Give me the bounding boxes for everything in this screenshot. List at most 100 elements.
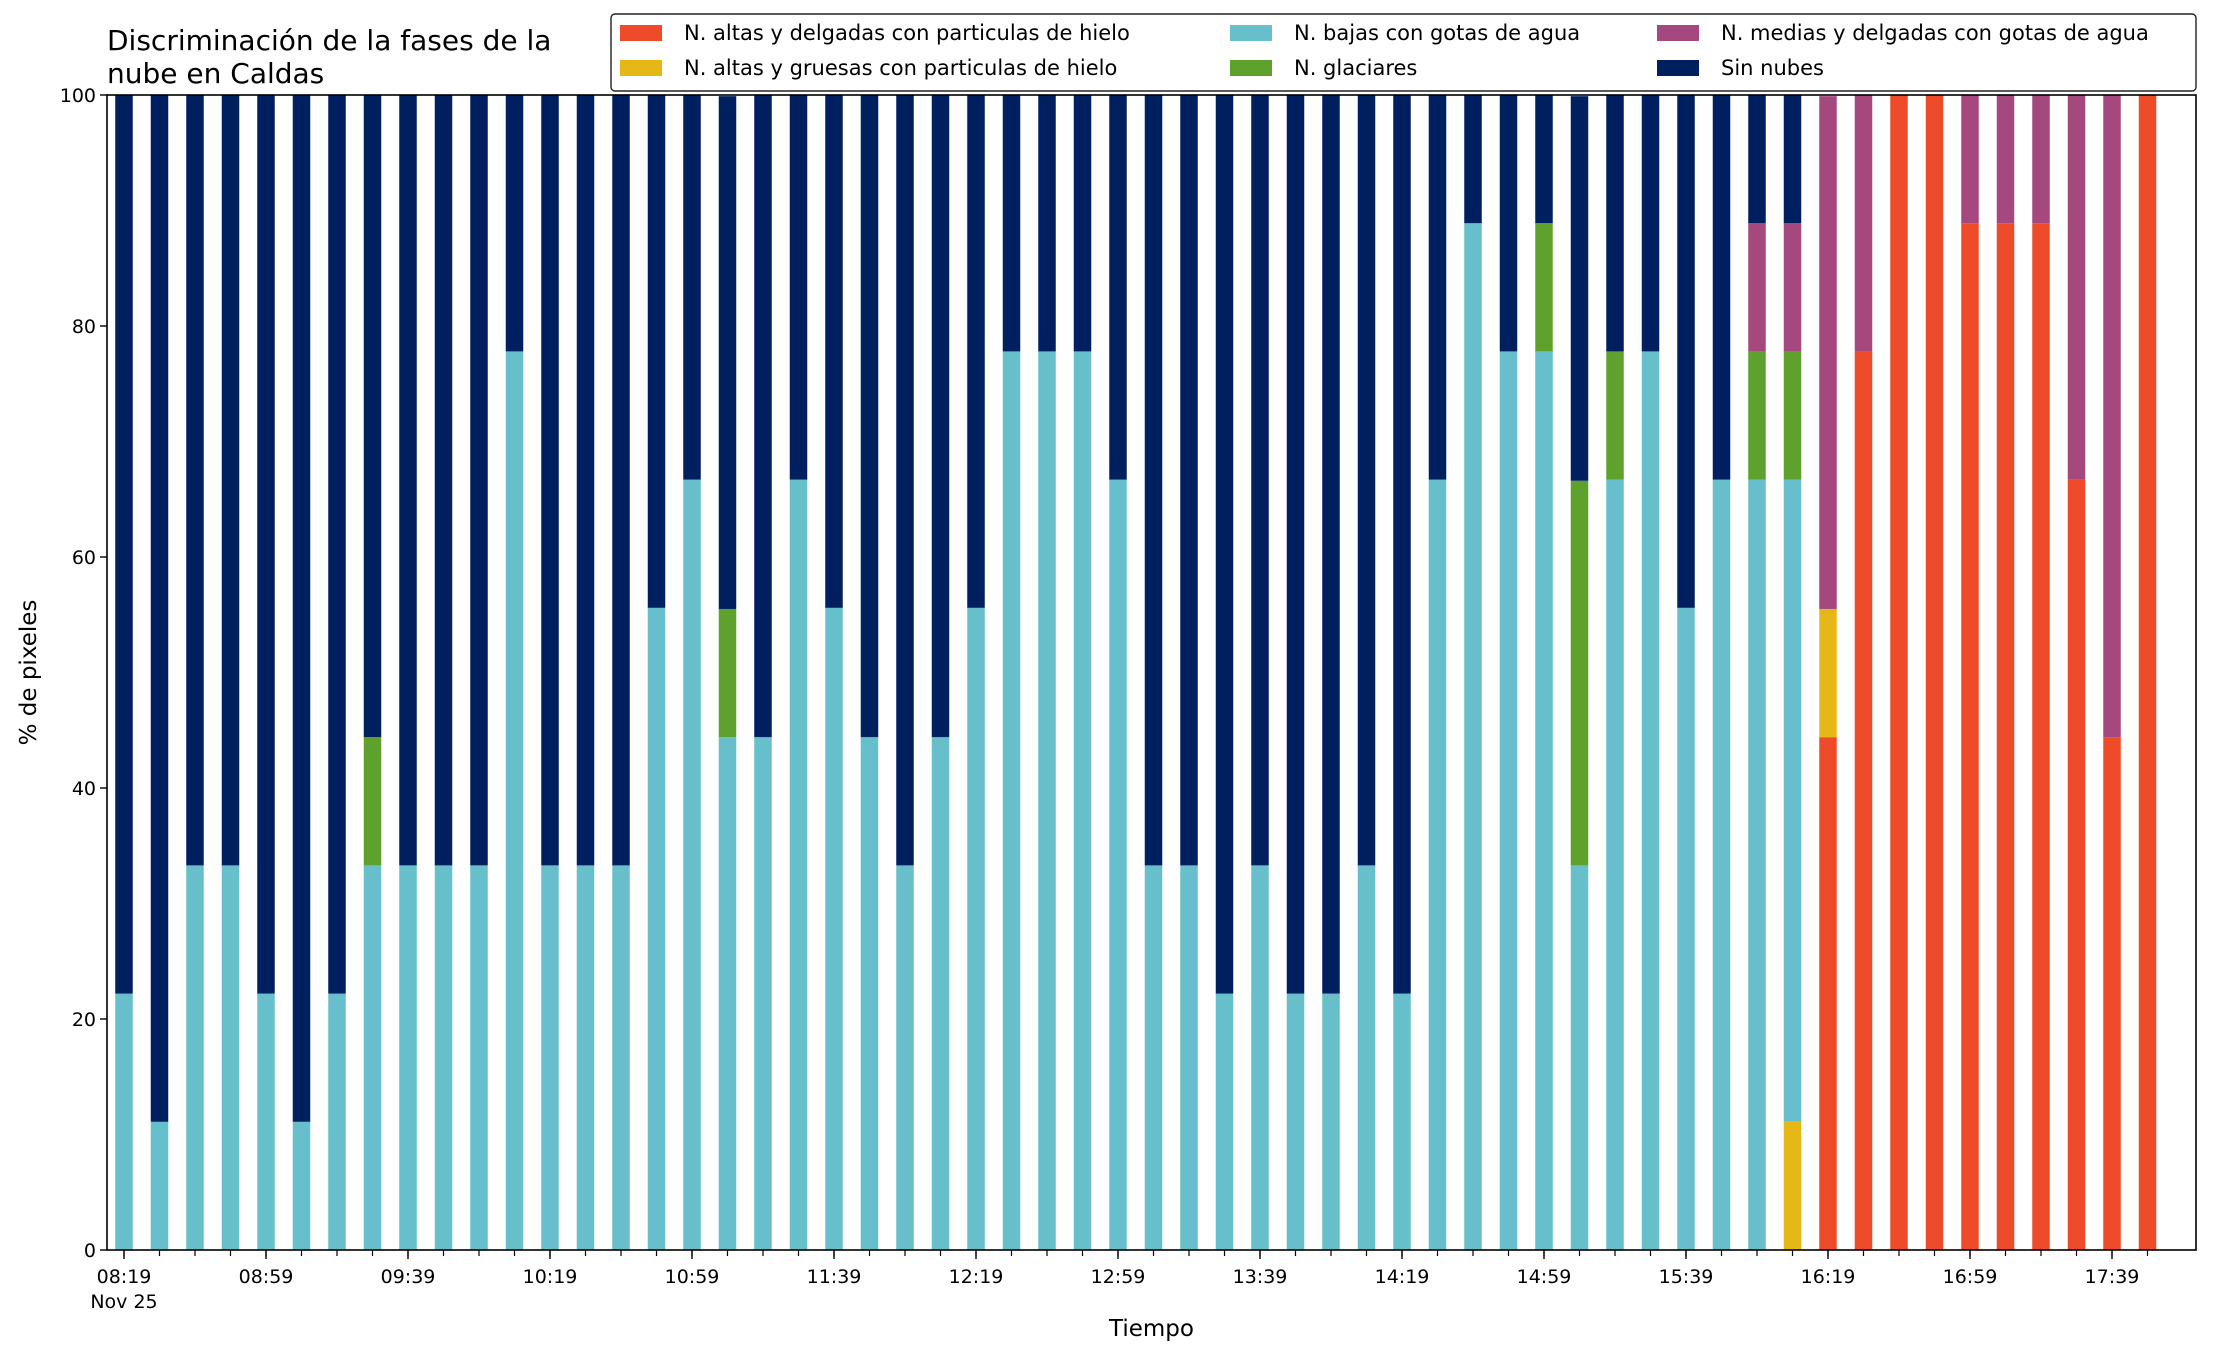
bar-segment-46-5 — [1748, 95, 1766, 224]
x-tick-label-8: 13:39 — [1233, 1266, 1288, 1288]
bar-segment-9-5 — [434, 95, 453, 866]
bar-segment-40-5 — [1535, 95, 1553, 224]
bar-segment-21-5 — [860, 95, 879, 738]
bar-segment-40-3 — [1535, 223, 1553, 352]
bar-segment-17-3 — [718, 608, 737, 738]
chart-title-line-1: Discriminación de la fases de la — [107, 24, 551, 57]
bar-segment-40-2 — [1535, 351, 1553, 1250]
legend-swatch-1 — [620, 60, 662, 76]
bar-segment-56-0 — [2103, 737, 2121, 1250]
bar-segment-13-2 — [576, 865, 595, 1250]
bar-segment-10-2 — [470, 865, 488, 1250]
legend-entry-3: N. glaciares — [1294, 56, 1417, 80]
legend-swatch-0 — [620, 25, 662, 41]
bar-segment-8-5 — [399, 95, 417, 866]
bar-segment-52-4 — [1961, 95, 1979, 224]
bar-segment-56-4 — [2103, 95, 2121, 738]
bar-segment-42-5 — [1606, 95, 1624, 352]
bar-segment-41-3 — [1570, 480, 1589, 866]
bar-segment-48-0 — [1819, 737, 1837, 1250]
bar-segment-43-5 — [1641, 95, 1660, 352]
bar-segment-37-2 — [1428, 479, 1447, 1250]
axes-layer: 0 20 40 60 80 100 08:19 Nov 25 08:59 09:39 10:19 10… — [60, 85, 2149, 1313]
bar-segment-47-3 — [1783, 351, 1802, 480]
legend: N. altas y delgadas con particulas de hi… — [610, 13, 2197, 92]
bar-segment-14-5 — [612, 95, 630, 866]
bar-segment-47-5 — [1783, 95, 1802, 224]
x-tick-label-7: 12:59 — [1091, 1266, 1146, 1288]
bar-segment-36-5 — [1393, 95, 1411, 994]
bar-segment-31-5 — [1215, 95, 1234, 994]
bar-segment-16-2 — [683, 479, 701, 1250]
bar-segment-11-2 — [505, 351, 524, 1250]
legend-entry-0: N. altas y delgadas con particulas de hi… — [684, 21, 1130, 45]
x-tick-label-1: 08:59 — [239, 1266, 294, 1288]
bar-segment-28-2 — [1109, 479, 1127, 1250]
x-tick-sublabel-0: Nov 25 — [90, 1291, 157, 1313]
bar-segment-39-2 — [1499, 351, 1518, 1250]
x-tick-label-4: 10:59 — [665, 1266, 720, 1288]
bar-segment-3-5 — [221, 95, 240, 866]
bar-segment-33-2 — [1286, 993, 1305, 1250]
bar-segment-12-5 — [541, 95, 559, 866]
bar-segment-43-2 — [1641, 351, 1660, 1250]
bar-segment-16-5 — [683, 95, 701, 480]
bar-segment-20-5 — [825, 95, 843, 608]
bar-segment-26-2 — [1038, 351, 1056, 1250]
bar-segment-2-2 — [186, 865, 204, 1250]
bar-segment-45-2 — [1712, 479, 1731, 1250]
bar-segment-37-5 — [1428, 95, 1447, 480]
bar-segment-29-2 — [1144, 865, 1163, 1250]
x-tick-label-3: 10:19 — [523, 1266, 578, 1288]
bar-segment-27-2 — [1073, 351, 1092, 1250]
y-tick-label-2: 40 — [72, 778, 96, 800]
bar-segment-18-5 — [754, 95, 772, 738]
bar-segment-46-4 — [1748, 223, 1766, 352]
y-tick-label-4: 80 — [72, 316, 96, 338]
legend-swatch-2 — [1230, 25, 1272, 41]
bar-segment-31-2 — [1215, 993, 1234, 1250]
bar-segment-35-5 — [1357, 95, 1376, 866]
bar-segment-54-0 — [2032, 223, 2050, 1251]
x-tick-label-11: 15:39 — [1659, 1266, 1714, 1288]
y-tick-label-0: 0 — [84, 1240, 96, 1262]
legend-entry-1: N. altas y gruesas con particulas de hie… — [684, 56, 1117, 80]
bar-segment-5-5 — [292, 95, 311, 1122]
bar-segment-44-2 — [1677, 607, 1695, 1250]
bar-segment-4-2 — [257, 993, 275, 1250]
bar-segment-17-2 — [718, 737, 737, 1250]
bar-segment-55-0 — [2067, 479, 2086, 1250]
bar-segment-6-2 — [328, 993, 346, 1250]
bar-segment-19-2 — [789, 479, 808, 1250]
bar-segment-55-4 — [2067, 95, 2086, 480]
bar-segment-33-5 — [1286, 95, 1305, 994]
bar-segment-6-5 — [328, 95, 346, 994]
bar-segment-15-5 — [647, 95, 666, 608]
bar-segment-22-5 — [896, 95, 914, 866]
bar-segment-26-5 — [1038, 95, 1056, 352]
legend-entry-4: N. medias y delgadas con gotas de agua — [1721, 21, 2149, 45]
bar-segment-25-5 — [1002, 95, 1021, 352]
bar-segment-36-2 — [1393, 993, 1411, 1250]
bar-segment-46-2 — [1748, 479, 1766, 1250]
x-axis-label: Tiempo — [1108, 1316, 1194, 1342]
bar-segment-39-5 — [1499, 95, 1518, 352]
bar-segment-27-5 — [1073, 95, 1092, 352]
bar-segment-30-5 — [1180, 95, 1198, 866]
x-tick-label-6: 12:19 — [949, 1266, 1004, 1288]
bar-segment-19-5 — [789, 95, 808, 480]
chart-title-line-2: nube en Caldas — [107, 57, 324, 90]
bar-segment-45-5 — [1712, 95, 1731, 480]
bar-segment-54-4 — [2032, 95, 2050, 224]
bar-segment-38-5 — [1464, 95, 1482, 224]
x-tick-label-2: 09:39 — [381, 1266, 436, 1288]
bar-segment-38-2 — [1464, 223, 1482, 1251]
bar-segment-42-3 — [1606, 351, 1624, 480]
bar-segment-34-2 — [1322, 993, 1340, 1250]
bar-segment-24-5 — [967, 95, 985, 608]
bar-segment-9-2 — [434, 865, 453, 1250]
bar-segment-47-1 — [1783, 1121, 1802, 1250]
bar-segment-13-5 — [576, 95, 595, 866]
legend-box — [610, 13, 2197, 92]
